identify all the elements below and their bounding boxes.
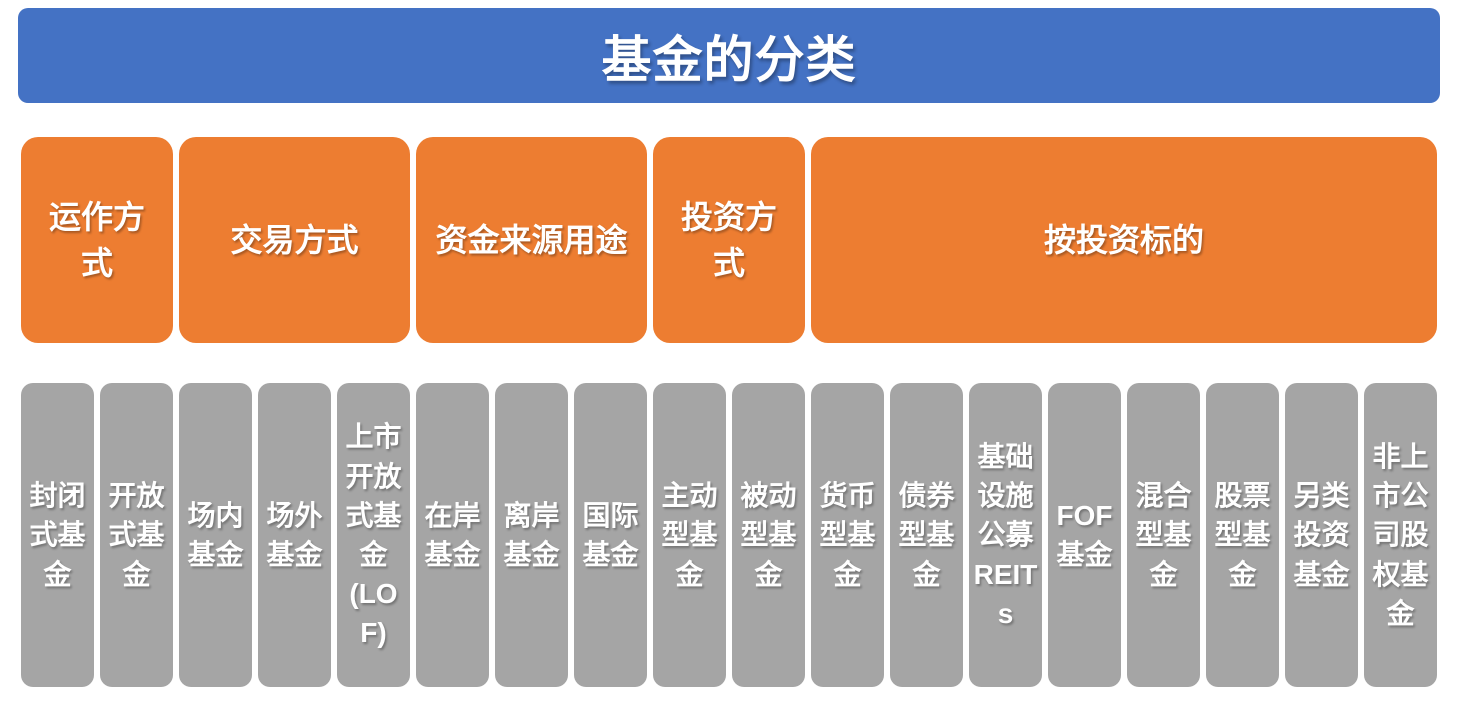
fund-type-passive-label: 被动 型基 金 <box>740 480 797 590</box>
fund-type-unlisted-equity-label: 非上 市公 司股 权基 金 <box>1372 441 1429 629</box>
fund-type-bond: 债券 型基 金 <box>890 383 963 687</box>
fund-type-on-exchange-label: 场内 基金 <box>187 499 244 570</box>
fund-type-lof: 上市 开放 式基 金 (LO F) <box>337 383 410 687</box>
category-trading-mode: 交易方式 <box>179 137 410 343</box>
fund-type-fof: FOF 基金 <box>1048 383 1121 687</box>
category-investment-approach-label: 投资方 式 <box>680 198 777 281</box>
fund-type-alternative: 另类 投资 基金 <box>1285 383 1358 687</box>
page-title: 基金的分类 <box>601 31 857 88</box>
fund-type-open-end-label: 开放 式基 金 <box>108 480 165 590</box>
fund-type-fof-label: FOF 基金 <box>1056 499 1113 570</box>
fund-type-equity: 股票 型基 金 <box>1206 383 1279 687</box>
fund-type-alternative-label: 另类 投资 基金 <box>1293 480 1350 590</box>
fund-type-offshore: 离岸 基金 <box>495 383 568 687</box>
fund-type-infrastructure-reits-label: 基础 设施 公募 REIT s <box>973 441 1038 629</box>
fund-type-onshore-label: 在岸 基金 <box>424 499 481 570</box>
fund-type-off-exchange-label: 场外 基金 <box>266 499 323 570</box>
category-investment-approach: 投资方 式 <box>653 137 805 343</box>
fund-type-equity-label: 股票 型基 金 <box>1214 480 1271 590</box>
category-operation-mode-label: 运作方 式 <box>48 198 145 281</box>
fund-type-hybrid-label: 混合 型基 金 <box>1135 480 1192 590</box>
fund-type-closed-end: 封闭 式基 金 <box>21 383 94 687</box>
category-funding-source-use-label: 资金来源用途 <box>435 221 628 258</box>
category-operation-mode: 运作方 式 <box>21 137 173 343</box>
title-banner: 基金的分类 <box>18 8 1440 103</box>
category-investment-target-label: 按投资标的 <box>1043 221 1204 258</box>
fund-type-closed-end-label: 封闭 式基 金 <box>29 480 86 590</box>
fund-type-open-end: 开放 式基 金 <box>100 383 173 687</box>
fund-type-bond-label: 债券 型基 金 <box>898 480 955 590</box>
fund-type-offshore-label: 离岸 基金 <box>503 499 560 570</box>
fund-type-active: 主动 型基 金 <box>653 383 726 687</box>
fund-type-hybrid: 混合 型基 金 <box>1127 383 1200 687</box>
fund-type-active-label: 主动 型基 金 <box>661 480 718 590</box>
fund-type-onshore: 在岸 基金 <box>416 383 489 687</box>
category-funding-source-use: 资金来源用途 <box>416 137 647 343</box>
fund-type-money-market: 货币 型基 金 <box>811 383 884 687</box>
category-trading-mode-label: 交易方式 <box>230 221 359 258</box>
category-investment-target: 按投资标的 <box>811 137 1437 343</box>
fund-type-off-exchange: 场外 基金 <box>258 383 331 687</box>
category-row: 运作方 式 交易方式 资金来源用途 投资方 式 按投资标的 <box>21 137 1437 343</box>
fund-type-passive: 被动 型基 金 <box>732 383 805 687</box>
fund-type-infrastructure-reits: 基础 设施 公募 REIT s <box>969 383 1042 687</box>
fund-type-lof-label: 上市 开放 式基 金 (LO F) <box>345 421 402 649</box>
fund-type-unlisted-equity: 非上 市公 司股 权基 金 <box>1364 383 1437 687</box>
fund-type-row: 封闭 式基 金 开放 式基 金 场内 基金 场外 基金 上市 开放 式基 金 (… <box>21 383 1437 687</box>
fund-type-money-market-label: 货币 型基 金 <box>819 480 876 590</box>
fund-type-on-exchange: 场内 基金 <box>179 383 252 687</box>
fund-type-international-label: 国际 基金 <box>582 499 639 570</box>
fund-type-international: 国际 基金 <box>574 383 647 687</box>
